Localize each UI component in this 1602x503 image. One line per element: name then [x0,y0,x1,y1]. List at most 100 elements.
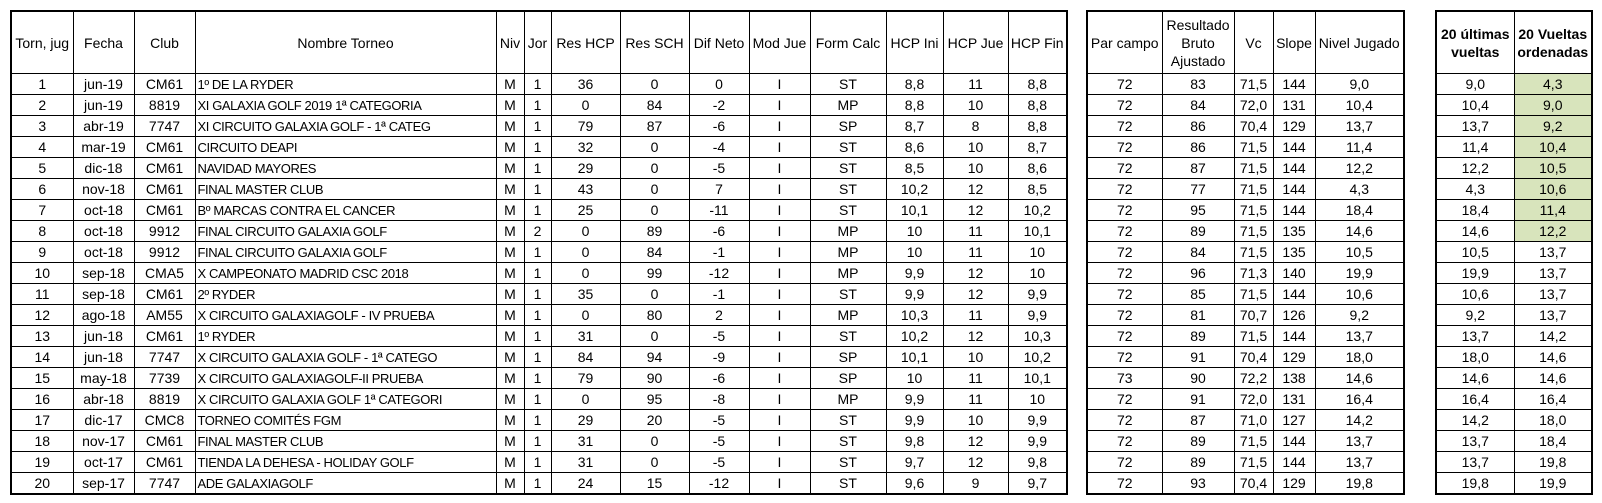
table-cell[interactable]: I [748,262,811,284]
table-cell[interactable]: 20 [619,409,690,431]
table-cell[interactable]: nov-18 [72,178,135,200]
table-cell[interactable]: 18,0 [1435,346,1515,368]
table-cell[interactable]: SP [809,115,887,137]
table-cell[interactable]: CM61 [133,283,196,305]
table-cell[interactable]: 72 [1086,283,1163,305]
table-cell[interactable]: CM61 [133,325,196,347]
table-cell[interactable]: M [495,241,525,263]
table-cell[interactable]: 13,7 [1435,115,1515,137]
table-cell[interactable]: 10 [885,367,944,389]
table-cell[interactable]: 8,6 [1007,157,1068,179]
table-cell[interactable]: 6 [10,178,74,200]
table-cell[interactable]: 84 [1161,241,1235,263]
table-cell[interactable]: I [748,409,811,431]
table-cell[interactable]: I [748,178,811,200]
table-cell[interactable]: 129 [1272,115,1316,137]
table-cell[interactable]: 72 [1086,451,1163,473]
table-cell[interactable]: I [748,115,811,137]
table-cell[interactable]: -5 [688,325,750,347]
table-cell[interactable]: 16 [10,388,74,410]
table-cell[interactable]: 11 [942,220,1009,242]
table-cell[interactable]: 0 [619,199,690,221]
table-cell[interactable]: CIRCUITO DEAPI [194,136,497,158]
table-cell[interactable]: 1º RYDER [194,325,497,347]
table-cell[interactable]: -6 [688,367,750,389]
table-cell[interactable]: 83 [1161,73,1235,95]
table-cell[interactable]: 72,0 [1233,388,1274,410]
table-cell[interactable]: Bº MARCAS CONTRA EL CANCER [194,199,497,221]
table-cell[interactable]: M [495,283,525,305]
table-cell[interactable]: 1 [523,451,552,473]
table-cell[interactable]: 2 [10,94,74,116]
table-cell[interactable]: 72 [1086,430,1163,452]
table-cell[interactable]: 14,6 [1513,367,1593,389]
table-cell[interactable]: 10 [942,346,1009,368]
table-cell[interactable]: 144 [1272,157,1316,179]
table-cell[interactable]: FINAL MASTER CLUB [194,430,497,452]
table-cell[interactable]: 19,8 [1435,472,1515,495]
table-cell[interactable]: 8,8 [1007,94,1068,116]
table-cell[interactable]: 12 [942,325,1009,347]
table-cell[interactable]: M [495,178,525,200]
table-cell[interactable]: 14,6 [1314,367,1405,389]
table-cell[interactable]: 72 [1086,241,1163,263]
table-cell[interactable]: 87 [1161,409,1235,431]
table-cell[interactable]: CM61 [133,136,196,158]
table-cell[interactable]: 9,9 [1007,304,1068,326]
table-cell[interactable]: 12,2 [1314,157,1405,179]
table-cell[interactable]: 12 [942,430,1009,452]
table-cell[interactable]: 16,4 [1314,388,1405,410]
table-cell[interactable]: nov-17 [72,430,135,452]
table-cell[interactable]: 96 [1161,262,1235,284]
table-cell[interactable]: 129 [1272,472,1316,495]
table-cell[interactable]: 89 [1161,451,1235,473]
table-cell[interactable]: 13,7 [1513,241,1593,263]
table-cell[interactable]: 9,6 [885,472,944,495]
table-cell[interactable]: 72 [1086,346,1163,368]
table-cell[interactable]: 1 [523,346,552,368]
table-cell[interactable]: 13,7 [1314,430,1405,452]
table-cell[interactable]: I [748,283,811,305]
table-cell[interactable]: 9,8 [885,430,944,452]
table-cell[interactable]: 18,0 [1314,346,1405,368]
table-cell[interactable]: I [748,451,811,473]
table-cell[interactable]: X CAMPEONATO MADRID CSC 2018 [194,262,497,284]
table-cell[interactable]: MP [809,388,887,410]
table-cell[interactable]: 89 [1161,430,1235,452]
table-cell[interactable]: 14,6 [1435,367,1515,389]
table-cell[interactable]: -6 [688,115,750,137]
table-cell[interactable]: MP [809,262,887,284]
table-cell[interactable]: 14,2 [1314,409,1405,431]
table-cell[interactable]: 90 [619,367,690,389]
table-cell[interactable]: 11 [942,304,1009,326]
table-cell[interactable]: 84 [619,241,690,263]
table-cell[interactable]: ST [809,73,887,95]
table-cell[interactable]: 10 [885,220,944,242]
table-cell[interactable]: 12 [942,451,1009,473]
table-cell[interactable]: 95 [1161,199,1235,221]
table-cell[interactable]: 11 [942,73,1009,95]
table-cell[interactable]: 131 [1272,388,1316,410]
table-cell[interactable]: 72 [1086,388,1163,410]
table-cell[interactable]: 31 [550,451,621,473]
table-cell[interactable]: 14,6 [1314,220,1405,242]
table-cell[interactable]: 71,0 [1233,409,1274,431]
table-cell[interactable]: 85 [1161,283,1235,305]
table-cell[interactable]: 13,7 [1435,325,1515,347]
table-cell[interactable]: 2º RYDER [194,283,497,305]
table-cell[interactable]: 0 [550,94,621,116]
table-cell[interactable]: 13,7 [1314,451,1405,473]
table-cell[interactable]: 10,4 [1513,136,1593,158]
table-cell[interactable]: 72 [1086,199,1163,221]
table-cell[interactable]: 71,5 [1233,157,1274,179]
table-cell[interactable]: 10 [942,409,1009,431]
table-cell[interactable]: 1 [523,241,552,263]
table-cell[interactable]: 135 [1272,241,1316,263]
table-cell[interactable]: 8 [10,220,74,242]
table-cell[interactable]: 1º DE LA RYDER [194,73,497,95]
table-cell[interactable]: 11 [942,241,1009,263]
table-cell[interactable]: 71,5 [1233,325,1274,347]
table-cell[interactable]: 1 [523,94,552,116]
table-cell[interactable]: 9,9 [885,283,944,305]
table-cell[interactable]: CM61 [133,430,196,452]
